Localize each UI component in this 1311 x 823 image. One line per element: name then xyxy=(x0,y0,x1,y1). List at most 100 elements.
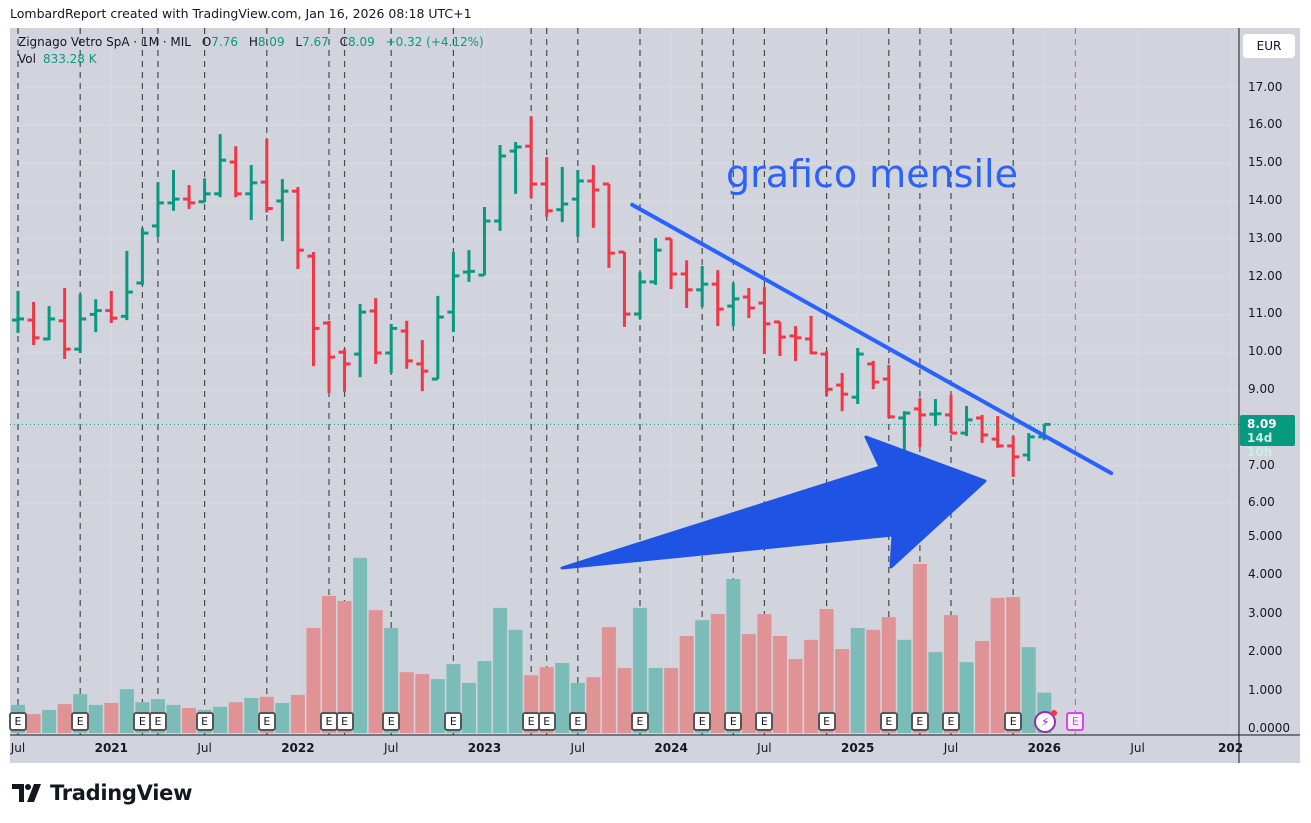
price-tick-label: 7.00 xyxy=(1248,457,1275,472)
volume-bar xyxy=(42,709,57,733)
volume-bar xyxy=(88,704,103,733)
volume-bar xyxy=(975,640,990,733)
price-tick-label: 9.00 xyxy=(1248,382,1275,396)
earnings-icon[interactable]: E xyxy=(942,712,960,731)
earnings-icon[interactable]: E xyxy=(1004,712,1023,731)
change-value: +0.32 (+4.12%) xyxy=(385,35,484,49)
time-tick-label: 2021 xyxy=(94,741,128,755)
volume-bar xyxy=(648,667,663,733)
earnings-icon[interactable]: E xyxy=(133,712,152,731)
price-tick-label: 16.00 xyxy=(1248,117,1283,132)
volume-bar xyxy=(337,600,352,733)
volume-bar xyxy=(353,557,368,733)
volume-tick-label: 4.000 xyxy=(1248,567,1283,581)
symbol-legend: Zignago Vetro SpA · 1M · MIL O7.76 H8.09… xyxy=(18,34,484,68)
arrow-annotation[interactable] xyxy=(560,435,987,570)
volume-bar xyxy=(477,661,492,733)
time-tick-label: Jul xyxy=(197,741,212,755)
chart-credit: LombardReport created with TradingView.c… xyxy=(10,6,472,21)
time-tick-label: Jul xyxy=(10,741,26,755)
close-value: 8.09 xyxy=(348,35,375,49)
time-tick-label: 2022 xyxy=(281,741,315,755)
volume-bar xyxy=(290,694,305,733)
time-tick-label: Jul xyxy=(570,741,586,755)
earnings-icon[interactable]: E xyxy=(195,712,214,731)
time-tick-label: Jul xyxy=(383,741,399,755)
volume-label[interactable]: Vol xyxy=(18,52,36,66)
time-tick-label: 2025 xyxy=(840,741,875,755)
volume-bar xyxy=(384,627,399,733)
volume-bar xyxy=(228,702,243,733)
volume-bar xyxy=(741,634,756,733)
lightning-event-icon[interactable]: ⚡ xyxy=(1034,710,1058,733)
volume-tick-label: 0.0000 xyxy=(1248,721,1290,735)
earnings-icon[interactable]: E xyxy=(537,712,556,731)
high-value: 8.09 xyxy=(257,35,285,49)
volume-bar xyxy=(306,627,321,733)
volume-bar xyxy=(586,677,601,733)
low-label: L xyxy=(295,35,303,49)
volume-bar xyxy=(664,667,679,733)
earnings-icon[interactable]: E xyxy=(817,712,836,731)
ohlc-row: Zignago Vetro SpA · 1M · MIL O7.76 H8.09… xyxy=(18,34,484,51)
last-price-badge: 8.09 14d 10h xyxy=(1240,415,1295,459)
volume-bar xyxy=(213,706,228,733)
volume-bar xyxy=(679,635,694,733)
time-tick-label: Jul xyxy=(757,741,772,755)
volume-tick-label: 3.000 xyxy=(1248,605,1283,620)
volume-bar xyxy=(430,679,445,733)
earnings-icon[interactable]: E xyxy=(724,712,743,731)
earnings-icon[interactable]: E xyxy=(693,712,712,731)
earnings-icon[interactable]: E xyxy=(257,712,276,731)
future-earnings-icon[interactable]: E xyxy=(1066,712,1085,731)
earnings-icon[interactable]: E xyxy=(335,712,354,731)
volume-bar xyxy=(990,597,1005,733)
earnings-icon[interactable]: E xyxy=(755,712,774,731)
volume-bar xyxy=(617,667,632,733)
earnings-icon[interactable]: E xyxy=(71,712,90,731)
time-tick-label: 2026 xyxy=(1027,741,1061,755)
volume-bar xyxy=(461,682,476,733)
volume-bar xyxy=(835,649,850,733)
volume-tick-label: 2.000 xyxy=(1248,644,1283,658)
earnings-icon[interactable]: E xyxy=(148,712,167,731)
annotation-text[interactable]: grafico mensile xyxy=(726,152,1018,196)
volume-bar xyxy=(788,659,803,733)
volume-bar xyxy=(695,620,710,733)
tradingview-logo-icon xyxy=(12,784,41,802)
bar-countdown: 14d 10h xyxy=(1247,431,1273,459)
earnings-icon[interactable]: E xyxy=(382,712,401,731)
price-tick-label: 14.00 xyxy=(1248,193,1283,207)
volume-bar xyxy=(555,662,570,733)
earnings-icon[interactable]: E xyxy=(879,712,898,731)
volume-bar xyxy=(912,563,927,733)
earnings-icon[interactable]: E xyxy=(9,712,27,731)
volume-bar xyxy=(710,614,725,733)
volume-bar xyxy=(866,629,881,733)
chart-panel[interactable] xyxy=(10,28,1300,763)
volume-bar xyxy=(119,689,134,733)
volume-bar xyxy=(104,702,119,733)
volume-bar xyxy=(757,614,772,733)
time-tick-label: Jul xyxy=(943,741,959,755)
volume-bar xyxy=(850,627,865,733)
volume-bar xyxy=(804,639,819,733)
open-value: 7.76 xyxy=(211,35,238,49)
earnings-icon[interactable]: E xyxy=(444,712,463,731)
price-tick-label: 6.00 xyxy=(1248,495,1275,510)
earnings-icon[interactable]: E xyxy=(910,712,929,731)
currency-button[interactable]: EUR xyxy=(1243,34,1295,58)
tradingview-logo[interactable]: TradingView xyxy=(12,781,192,805)
high-label: H xyxy=(248,35,258,49)
symbol-name[interactable]: Zignago Vetro SpA · 1M · MIL xyxy=(18,35,191,49)
open-label: O xyxy=(201,35,212,49)
earnings-icon[interactable]: E xyxy=(568,712,587,731)
volume-bar xyxy=(819,609,834,733)
volume-bar xyxy=(322,595,336,733)
volume-bar xyxy=(928,652,943,733)
time-tick-label: Jul xyxy=(1130,741,1145,755)
volume-bar xyxy=(772,635,787,733)
price-chart[interactable] xyxy=(10,28,1300,763)
price-tick-label: 11.00 xyxy=(1248,306,1283,321)
earnings-icon[interactable]: E xyxy=(631,712,649,731)
